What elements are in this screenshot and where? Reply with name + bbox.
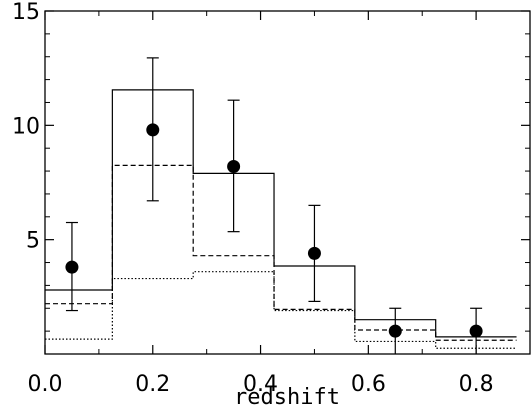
plot-frame (44, 10, 531, 355)
x-tick-label: 0.8 (459, 372, 494, 397)
plot-area: 0.0 0.2 0.4 0.6 0.8 5 10 15 (12, 0, 531, 397)
x-tick-label: 0.2 (135, 372, 170, 397)
data-point (469, 324, 483, 338)
histogram-solid-line (45, 89, 517, 338)
x-axis-title: redshift (234, 385, 340, 410)
data-point (146, 123, 160, 137)
y-tick-label: 15 (12, 0, 40, 25)
data-point (307, 246, 321, 260)
data-point (388, 324, 402, 338)
data-point (65, 260, 79, 274)
x-tick-label: 0.4 (243, 372, 278, 397)
histogram-dashed-line (45, 164, 517, 341)
data-point (227, 159, 241, 173)
histogram-dotted-line (45, 271, 517, 349)
x-tick-label: 0.0 (28, 372, 63, 397)
y-tick-label: 5 (26, 229, 40, 254)
y-tick-label: 10 (12, 114, 40, 139)
x-tick-label: 0.6 (351, 372, 386, 397)
